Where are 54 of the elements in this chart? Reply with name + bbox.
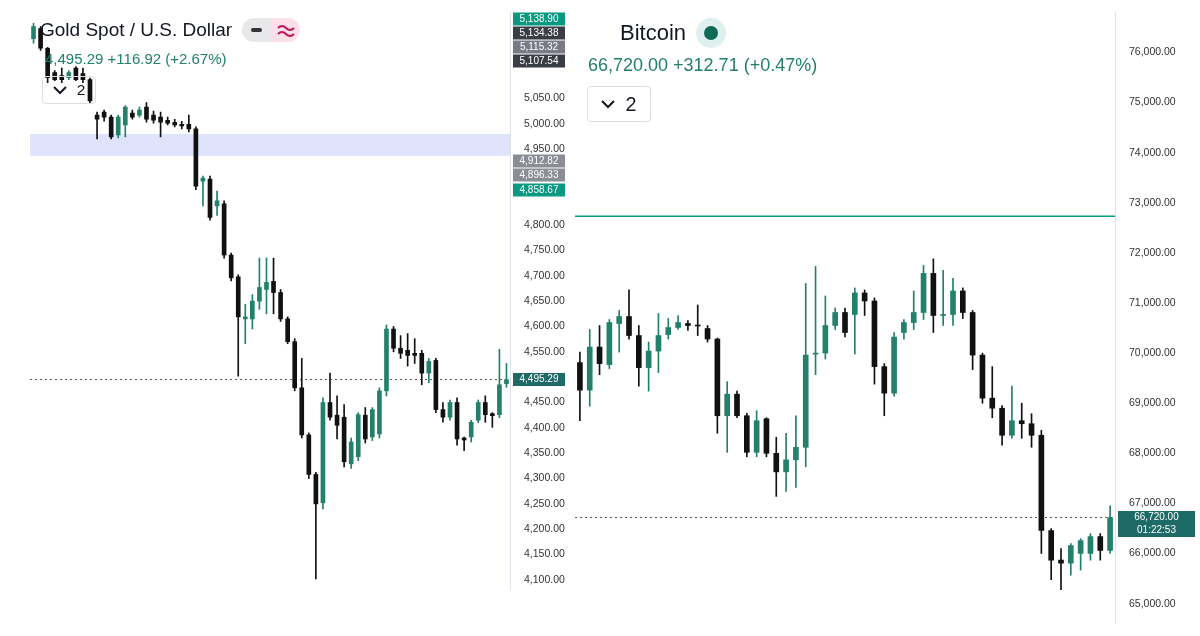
ref-line-label: 66,720.00 (1134, 511, 1180, 523)
y-tick-label: 73,000.00 (1129, 195, 1176, 208)
candlestick (1018, 402, 1025, 439)
text: 01:22:53 (1137, 524, 1177, 536)
dropdown-button: 2 (587, 86, 651, 122)
y-tick-label: 4,650.00 (524, 294, 566, 307)
y-tick-label: 71,000.00 (1129, 295, 1176, 308)
y-tick-label: 65,000.00 (1129, 596, 1176, 609)
y-tick-label: 4,300.00 (524, 471, 566, 484)
y-tick-label: 67,000.00 (1129, 496, 1176, 509)
y-tick-label: 4,600.00 (524, 319, 566, 332)
y-tick-label: 4,750.00 (524, 243, 566, 256)
y-tick-label: 4,550.00 (524, 344, 566, 357)
text: 66,720.00 +312.71 (+0.47%) (588, 55, 818, 76)
y-tick-label: 5,000.00 (524, 116, 566, 129)
candlestick (793, 415, 799, 488)
dropdown-button: 2 (42, 76, 96, 104)
y-tick-label: 66,000.00 (1129, 546, 1176, 559)
y-tick-label: 70,000.00 (1129, 345, 1176, 358)
chart-title: Bitcoin (620, 20, 687, 46)
candlestick (616, 310, 623, 353)
text: 4,896.33 (519, 168, 559, 180)
text: 5,134.38 (519, 26, 559, 38)
candlestick (940, 270, 947, 326)
candlestick (989, 366, 996, 419)
y-tick-label: 75,000.00 (1129, 95, 1176, 108)
candlestick (783, 432, 789, 492)
y-tick-label: 5,050.00 (524, 91, 566, 104)
y-tick-label: 76,000.00 (1129, 45, 1176, 58)
y-tick-label: 69,000.00 (1129, 396, 1176, 409)
text: 5,107.54 (519, 54, 559, 66)
y-tick-label: 4,800.00 (524, 218, 566, 231)
y-tick-label: 4,100.00 (524, 572, 566, 585)
y-tick-label: 72,000.00 (1129, 245, 1176, 258)
text: 5,138.90 (519, 12, 559, 24)
ref-line-label: 4,495.29 (519, 373, 559, 385)
candlestick (94, 111, 100, 140)
annotation: 2 (625, 92, 637, 116)
text: 4,912.82 (519, 154, 559, 166)
y-tick-label: 4,950.00 (524, 142, 566, 155)
y-tick-label: 68,000.00 (1129, 446, 1176, 459)
text: 5,115.32 (519, 40, 559, 52)
text: 4,858.67 (519, 183, 559, 195)
y-tick-label: 4,350.00 (524, 446, 566, 459)
annotation: 2 (76, 81, 86, 99)
y-tick-label: 4,700.00 (524, 268, 566, 281)
y-tick-label: 4,400.00 (524, 420, 566, 433)
y-tick-label: 74,000.00 (1129, 145, 1176, 158)
y-tick-label: 4,450.00 (524, 395, 566, 408)
y-tick-label: 4,200.00 (524, 522, 566, 535)
y-tick-label: 4,150.00 (524, 547, 566, 560)
y-tick-label: 4,250.00 (524, 496, 566, 509)
candlestick (412, 338, 418, 364)
chart-title: Gold Spot / U.S. Dollar (40, 19, 233, 41)
